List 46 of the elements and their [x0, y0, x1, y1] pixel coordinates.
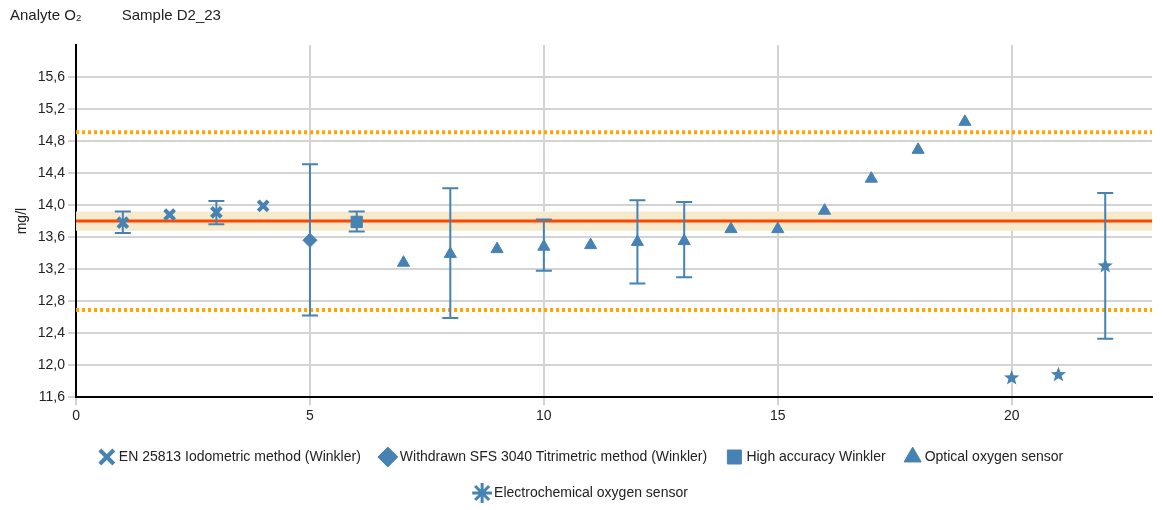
- x-tick-label: 15: [769, 407, 786, 424]
- chart-subtitle: Sample D2_23: [121, 6, 221, 23]
- y-tick-label: 12,0: [37, 356, 66, 373]
- point: [115, 215, 130, 230]
- y-tick-label: 15,6: [37, 67, 66, 84]
- x-tick-label: 0: [72, 407, 81, 424]
- point: [396, 255, 411, 267]
- point: [911, 142, 925, 154]
- point: [490, 241, 504, 254]
- point: [724, 221, 738, 234]
- point: [817, 203, 832, 215]
- x-tick-label: 20: [1003, 407, 1020, 424]
- point: [1004, 369, 1020, 385]
- point: [630, 234, 644, 246]
- y-tick-label: 12,8: [37, 292, 66, 308]
- y-tick-label: 14,0: [37, 195, 66, 212]
- x-tick-label: 10: [536, 407, 552, 424]
- point: [443, 246, 457, 258]
- point: [1097, 257, 1113, 273]
- point: [537, 239, 551, 251]
- point: [771, 221, 785, 234]
- point: [162, 207, 177, 222]
- legend-label: Withdrawn SFS 3040 Titrimetric method (Winkler): [399, 447, 708, 464]
- legend-label: EN 25813 Iodometric method (Winkler): [118, 447, 361, 464]
- x-tick-label: 5: [306, 407, 315, 424]
- y-tick-label: 14,4: [37, 163, 66, 180]
- point: [958, 114, 972, 126]
- point: [209, 205, 224, 220]
- point: [256, 198, 271, 213]
- point: [350, 215, 363, 229]
- legend-label: Optical oxygen sensor: [924, 447, 1064, 464]
- point: [584, 237, 598, 250]
- y-axis-title: mg/l: [13, 207, 30, 235]
- legend-label: Electrochemical oxygen sensor: [494, 483, 689, 500]
- y-tick-label: 13,6: [37, 227, 66, 244]
- point: [302, 232, 318, 248]
- chart-title: Analyte O₂: [10, 6, 82, 23]
- point: [1050, 366, 1067, 382]
- y-tick-label: 12,4: [37, 324, 66, 341]
- y-tick-label: 15,2: [37, 99, 66, 116]
- y-tick-label: 14,8: [37, 131, 66, 148]
- y-tick-label: 11,6: [38, 388, 66, 405]
- y-tick-label: 13,2: [37, 259, 66, 276]
- legend-label: High accuracy Winkler: [746, 447, 886, 464]
- point: [677, 233, 691, 246]
- point: [864, 171, 878, 183]
